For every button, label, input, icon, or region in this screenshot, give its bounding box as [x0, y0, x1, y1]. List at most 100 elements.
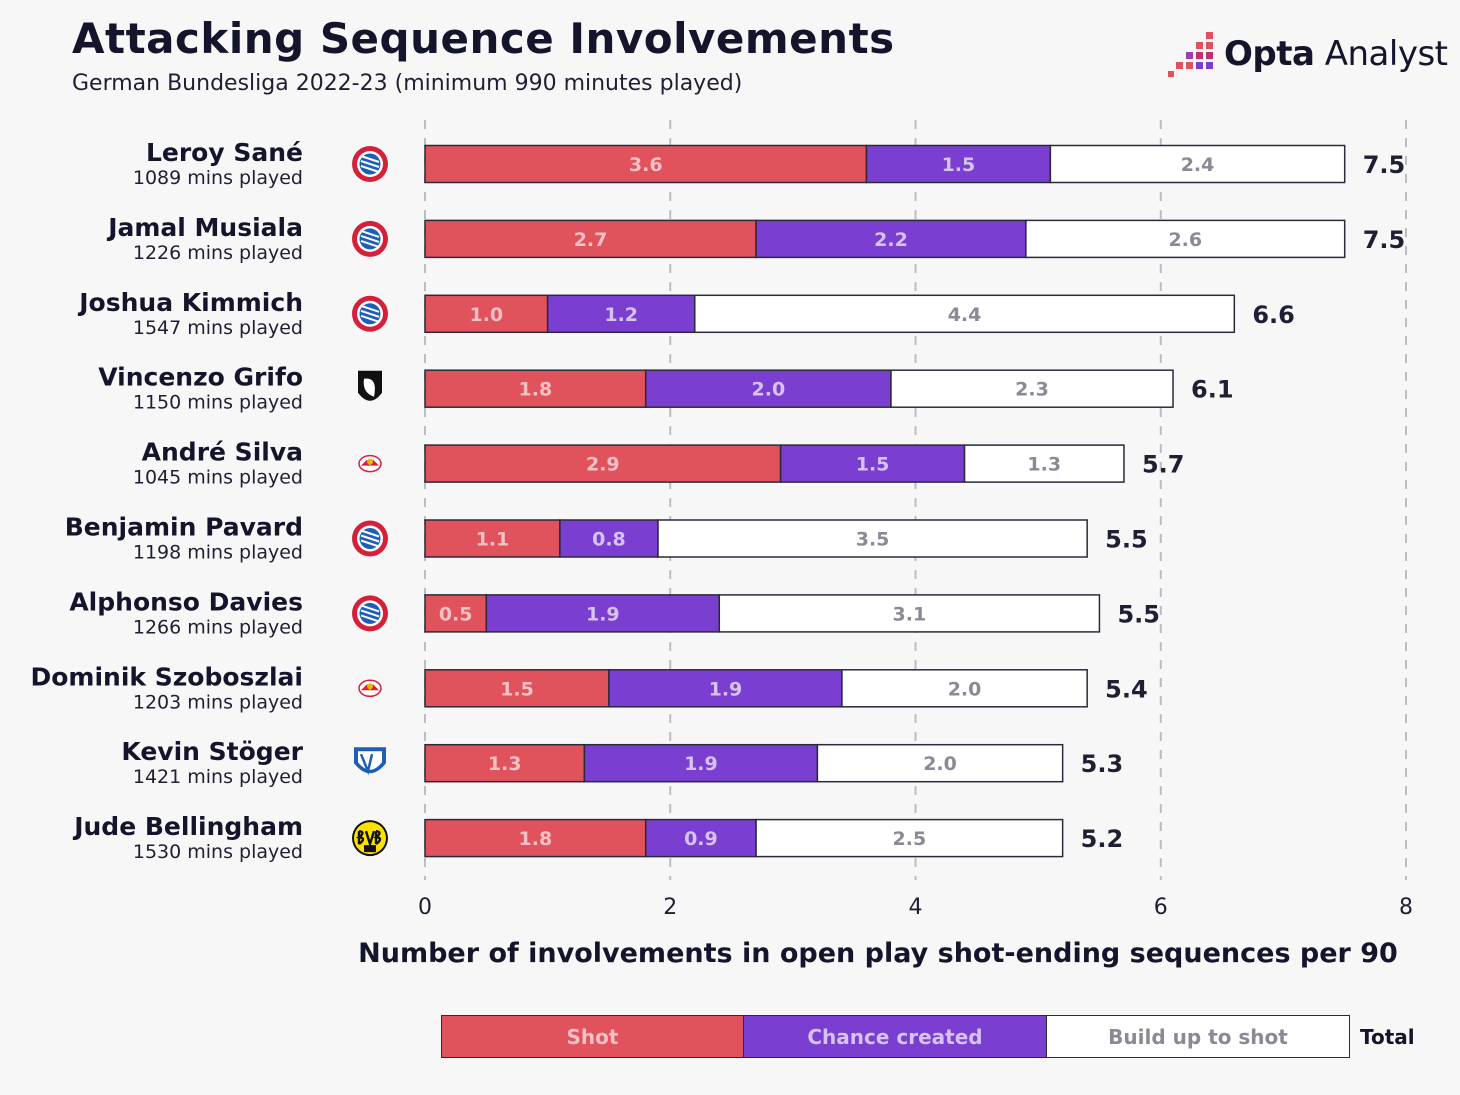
bar-chance-created [644, 818, 757, 858]
bar-total-label: 5.7 [1142, 451, 1185, 479]
player-name: Vincenzo Grifo [98, 363, 303, 392]
bar-shot [424, 669, 610, 708]
bar-chance-created-label: 0.9 [684, 828, 718, 850]
bar-shot-label: 2.7 [574, 229, 608, 251]
bar-total-label: 6.6 [1252, 301, 1295, 329]
bar-shot-label: 2.9 [586, 454, 620, 476]
bar-total-label: 7.5 [1363, 226, 1406, 254]
legend-build-up: Build up to shot [1047, 1015, 1350, 1058]
bar-chance-created [546, 294, 696, 334]
bar-shot-label: 3.6 [629, 154, 663, 176]
bar-total-label: 5.5 [1105, 526, 1148, 554]
bar-shot-label: 1.8 [519, 379, 553, 401]
fc-bayern-crest-icon [352, 295, 388, 332]
bar-chance-created [608, 669, 843, 708]
bar-build-up [963, 444, 1125, 483]
player-name: André Silva [142, 438, 303, 467]
bar-build-up [755, 818, 1064, 858]
bar-chance-created-label: 1.5 [856, 454, 890, 476]
bar-build-up [718, 594, 1101, 633]
legend-shot: Shot [441, 1015, 744, 1058]
player-name: Joshua Kimmich [77, 288, 303, 317]
player-minutes: 1266 mins played [133, 616, 303, 638]
bar-build-up [1025, 219, 1346, 259]
fc-bayern-crest-icon [352, 595, 388, 632]
player-name: Jude Bellingham [72, 812, 303, 841]
bar-build-up-label: 2.6 [1168, 229, 1202, 251]
bar-shot [424, 369, 647, 408]
x-tick-label: 8 [1399, 895, 1413, 920]
bar-chance-created-label: 0.8 [592, 529, 626, 551]
bar-chance-created [583, 743, 819, 783]
bvb-crest-icon [352, 820, 388, 857]
bar-build-up [816, 743, 1064, 783]
bar-build-up-label: 2.0 [948, 678, 982, 700]
bar-chance-created-label: 1.9 [586, 603, 620, 625]
legend-total: Total [1360, 1024, 1415, 1049]
bar-shot-label: 1.3 [488, 753, 522, 775]
player-minutes: 1150 mins played [133, 392, 303, 414]
player-name: Benjamin Pavard [65, 513, 303, 542]
brand-logo: Opta Analyst [1168, 30, 1448, 78]
bar-shot-label: 1.8 [519, 828, 553, 850]
brand-name: Opta Analyst [1224, 34, 1448, 74]
chart-title: Attacking Sequence Involvements [72, 14, 895, 63]
bar-build-up [890, 369, 1174, 408]
bar-chance-created [644, 369, 892, 408]
player-minutes: 1421 mins played [133, 766, 303, 788]
opta-logo-icon [1168, 32, 1213, 77]
bar-shot [424, 519, 561, 558]
rb-leipzig-crest-icon [358, 679, 382, 698]
player-name: Alphonso Davies [69, 587, 303, 616]
vfl-bochum-crest-icon [354, 747, 386, 776]
bar-chance-created-label: 1.5 [942, 154, 976, 176]
bar-chance-created [559, 519, 659, 558]
x-tick-label: 0 [418, 895, 432, 920]
x-tick-label: 6 [1154, 895, 1168, 920]
player-name: Jamal Musiala [106, 213, 303, 242]
bar-build-up-label: 4.4 [948, 304, 982, 326]
bar-chance-created-label: 2.0 [752, 379, 786, 401]
player-minutes: 1547 mins played [133, 317, 303, 339]
sc-freiburg-crest-icon [358, 370, 382, 401]
bar-build-up-label: 2.0 [923, 753, 957, 775]
bar-total-label: 6.1 [1191, 376, 1234, 404]
x-axis-label: Number of involvements in open play shot… [358, 938, 1398, 969]
fc-bayern-crest-icon [352, 146, 388, 182]
bar-build-up-label: 2.3 [1015, 379, 1049, 401]
bar-build-up [841, 669, 1088, 708]
bar-chance-created-label: 1.9 [709, 678, 743, 700]
chart-subtitle: German Bundesliga 2022-23 (minimum 990 m… [72, 71, 743, 96]
player-name: Leroy Sané [146, 138, 303, 167]
bar-shot [424, 594, 488, 633]
fc-bayern-crest-icon [352, 520, 388, 557]
bar-chance-created-label: 2.2 [874, 229, 908, 251]
bar-build-up-label: 2.5 [893, 828, 927, 850]
legend: Shot Chance created Build up to shot Tot… [441, 1015, 1415, 1058]
player-name: Kevin Stöger [121, 737, 303, 766]
bar-shot-label: 1.1 [476, 529, 510, 551]
bar-total-label: 5.4 [1105, 675, 1148, 703]
x-tick-label: 2 [663, 895, 677, 920]
bar-shot [424, 294, 549, 334]
bar-shot [424, 818, 647, 858]
player-minutes: 1045 mins played [133, 467, 303, 489]
bar-shot-label: 1.5 [500, 678, 534, 700]
bar-shot-label: 1.0 [469, 304, 503, 326]
fc-bayern-crest-icon [352, 220, 388, 257]
player-minutes: 1226 mins played [133, 242, 303, 264]
bar-shot-label: 0.5 [439, 603, 473, 625]
bar-build-up [657, 519, 1088, 558]
bar-shot [424, 219, 757, 259]
bar-total-label: 5.3 [1081, 750, 1124, 778]
player-minutes: 1089 mins played [133, 167, 303, 189]
rb-leipzig-crest-icon [358, 454, 382, 473]
bar-total-label: 7.5 [1363, 151, 1406, 179]
bar-build-up-label: 1.3 [1027, 454, 1061, 476]
bar-build-up [694, 294, 1236, 334]
bar-chance-created [779, 444, 966, 483]
bar-build-up-label: 3.5 [856, 529, 890, 551]
bar-chance-created-label: 1.9 [684, 753, 718, 775]
bar-total-label: 5.2 [1081, 825, 1124, 853]
